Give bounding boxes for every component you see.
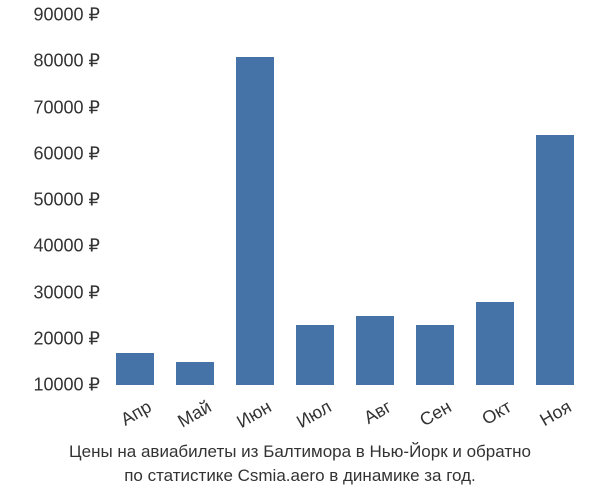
bar bbox=[416, 325, 453, 385]
y-axis-label: 90000 ₽ bbox=[10, 5, 100, 26]
caption-line-2: по статистике Csmia.aero в динамике за г… bbox=[124, 466, 476, 485]
plot-area bbox=[105, 15, 585, 385]
bar bbox=[176, 362, 213, 385]
y-axis-label: 80000 ₽ bbox=[10, 51, 100, 72]
caption-line-1: Цены на авиабилеты из Балтимора в Нью-Йо… bbox=[69, 442, 531, 461]
y-axis-label: 40000 ₽ bbox=[10, 236, 100, 257]
y-axis-label: 50000 ₽ bbox=[10, 190, 100, 211]
x-axis-label: Апр bbox=[101, 396, 155, 439]
bar bbox=[296, 325, 333, 385]
y-axis-label: 70000 ₽ bbox=[10, 97, 100, 118]
bar bbox=[116, 353, 153, 385]
y-axis-label: 60000 ₽ bbox=[10, 143, 100, 164]
chart-caption: Цены на авиабилеты из Балтимора в Нью-Йо… bbox=[0, 440, 600, 488]
x-axis-label: Июл bbox=[281, 396, 335, 439]
x-axis-label: Май bbox=[161, 396, 215, 439]
x-axis-label: Окт bbox=[461, 396, 515, 439]
bar bbox=[356, 316, 393, 385]
bar bbox=[476, 302, 513, 385]
x-axis-label: Сен bbox=[401, 396, 455, 439]
y-axis-label: 10000 ₽ bbox=[10, 375, 100, 396]
bar bbox=[536, 135, 573, 385]
price-chart: Цены на авиабилеты из Балтимора в Нью-Йо… bbox=[0, 0, 600, 500]
y-axis-label: 20000 ₽ bbox=[10, 328, 100, 349]
bar bbox=[236, 57, 273, 385]
x-axis-label: Ноя bbox=[521, 396, 575, 439]
x-axis-label: Авг bbox=[341, 396, 395, 439]
y-axis-label: 30000 ₽ bbox=[10, 282, 100, 303]
x-axis-label: Июн bbox=[221, 396, 275, 439]
